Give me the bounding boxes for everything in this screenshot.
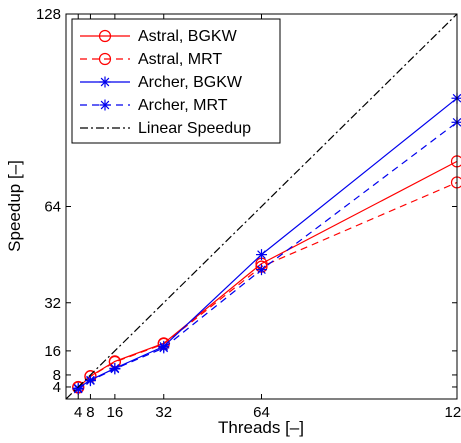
data-point-2-4	[256, 249, 267, 261]
x-tick-label-4: 64	[253, 404, 270, 421]
y-tick-label-1: 8	[53, 367, 61, 384]
x-axis-ticks: 48 16 32 64 128	[74, 14, 461, 421]
y-tick-label-3: 32	[44, 295, 61, 312]
legend-entry-1: Astral, MRT	[138, 51, 222, 68]
legend: Astral, BGKW Astral, MRT Archer, BGKW Arche…	[71, 18, 281, 144]
y-tick-label-5: 128	[36, 6, 61, 23]
legend-marker-3	[99, 99, 111, 111]
y-axis-ticks: 48 16 32 64 128	[36, 6, 457, 396]
y-tick-label-4: 64	[44, 199, 61, 216]
series-4	[65, 13, 458, 400]
legend-marker-2	[99, 76, 111, 88]
legend-marker-1	[98, 52, 112, 66]
data-point-3-1	[84, 375, 96, 387]
x-axis-label: Threads [–]	[218, 418, 304, 437]
plot-area	[65, 13, 461, 400]
data-point-3-4	[256, 264, 267, 276]
y-tick-label-0: 4	[53, 379, 61, 396]
x-tick-label-5: 128	[444, 404, 461, 421]
legend-marker-0	[98, 29, 112, 43]
series-line-3	[77, 121, 458, 390]
legend-entry-3: Archer, MRT	[138, 97, 228, 114]
x-tick-label-2: 16	[107, 404, 124, 421]
data-point-3-0	[72, 383, 84, 395]
legend-entry-0: Astral, BGKW	[138, 28, 238, 45]
x-tick-label-1: 8	[86, 404, 94, 421]
data-point-3-3	[158, 342, 170, 354]
series-3	[72, 116, 461, 395]
series-line-4	[65, 13, 458, 400]
x-tick-label-3: 32	[155, 404, 172, 421]
y-axis-label: Speedup [–]	[5, 160, 24, 252]
series-0	[72, 155, 461, 394]
y-tick-label-2: 16	[44, 343, 61, 360]
legend-entry-2: Archer, BGKW	[138, 74, 243, 91]
data-point-3-2	[109, 363, 121, 375]
x-tick-label-0: 4	[74, 404, 82, 421]
series-1	[72, 176, 461, 394]
legend-entry-4: Linear Speedup	[138, 120, 251, 137]
series-line-0	[77, 160, 458, 389]
data-point-3-5	[451, 116, 461, 128]
series-line-1	[77, 181, 458, 388]
